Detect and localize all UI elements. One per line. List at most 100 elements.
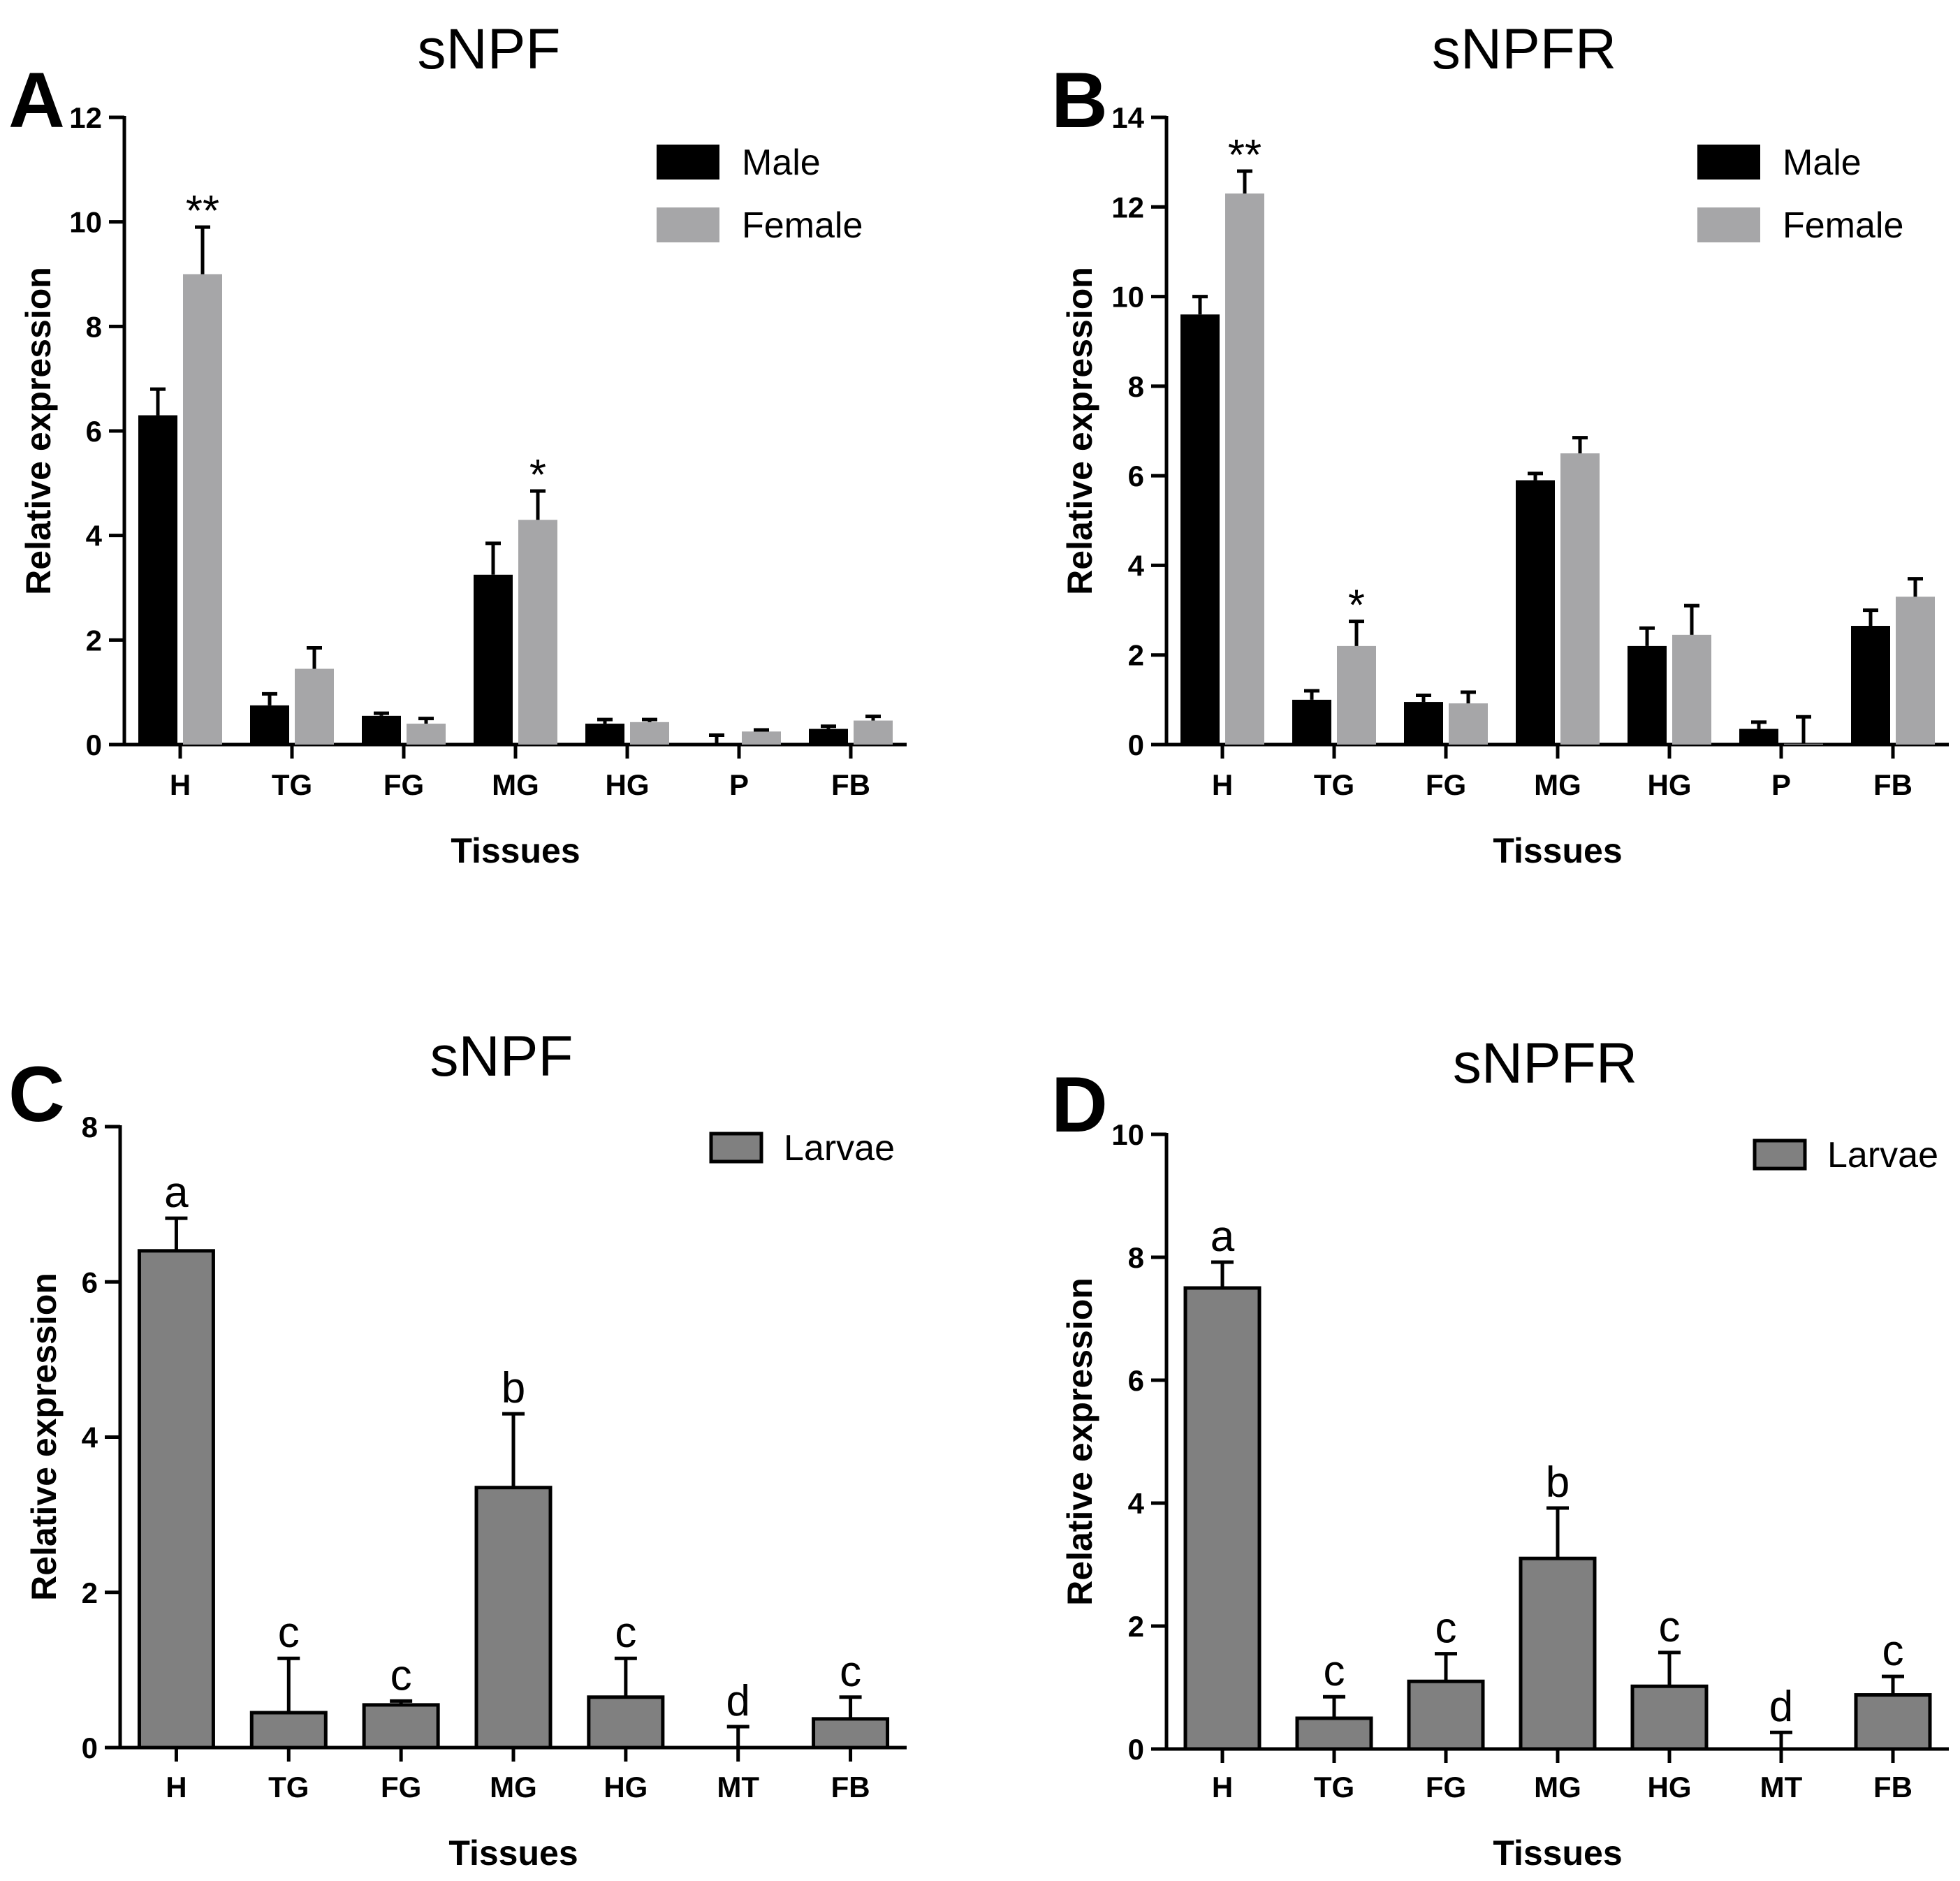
x-tick-label: FB <box>1873 768 1913 801</box>
chart-title: sNPF <box>430 1025 573 1088</box>
x-tick-label: FG <box>383 768 424 801</box>
panel-letter: A <box>8 57 65 144</box>
panel-letter: C <box>8 1051 65 1138</box>
bar-male <box>809 729 848 745</box>
x-axis-title: Tissues <box>451 831 580 870</box>
group-letter: c <box>1659 1603 1681 1651</box>
bar-male <box>1292 699 1331 745</box>
bar-larvae <box>137 1249 215 1750</box>
bar-female <box>630 722 669 745</box>
chart-title: sNPFR <box>1432 17 1616 81</box>
group-letter: c <box>278 1609 300 1657</box>
x-tick-label: P <box>729 768 749 801</box>
bar-larvae <box>1630 1684 1709 1751</box>
x-tick-label: MT <box>717 1771 759 1803</box>
legend-label: Male <box>742 142 821 183</box>
panel-d: sNPFR D 0 2 4 6 8 10 H TG FG MG HG MT FB Tissues Relativ… <box>1051 1032 1949 1873</box>
panel-letter: D <box>1051 1061 1108 1148</box>
bar-female <box>1896 596 1935 745</box>
bar-female <box>407 724 446 745</box>
x-tick-label: P <box>1771 768 1791 801</box>
x-tick-label: HG <box>606 768 650 801</box>
bar-larvae <box>812 1717 890 1750</box>
bar-larvae <box>474 1486 553 1750</box>
group-letter: c <box>1882 1627 1904 1675</box>
y-tick-label: 6 <box>1128 1364 1144 1397</box>
group-letter: b <box>1546 1458 1570 1507</box>
bar-male <box>474 574 513 745</box>
x-tick-label: MT <box>1760 1771 1803 1803</box>
bar-male <box>1851 626 1890 745</box>
bar-female <box>1337 645 1376 745</box>
y-axis-title: Relative expression <box>1060 267 1099 595</box>
x-tick-label: FB <box>831 768 870 801</box>
bar-larvae <box>1854 1693 1932 1751</box>
bar-male <box>1516 480 1555 745</box>
panel-c: sNPF C 0 2 4 6 8 H TG FG MG HG MT FB Tissues Relative e… <box>8 1025 907 1873</box>
legend-label: Female <box>1783 205 1903 246</box>
bar-larvae <box>1407 1679 1485 1751</box>
group-letter: b <box>502 1364 525 1412</box>
y-tick-label: 4 <box>1128 1487 1145 1520</box>
bar-larvae <box>1295 1716 1373 1751</box>
y-tick-label: 2 <box>1128 1610 1144 1643</box>
bar-female <box>518 520 557 745</box>
x-tick-label: FG <box>1426 768 1466 801</box>
y-tick-label: 14 <box>1111 101 1144 134</box>
y-tick-label: 4 <box>1128 549 1145 582</box>
legend-label: Female <box>742 205 863 246</box>
y-axis-title: Relative expression <box>24 1273 64 1601</box>
x-axis-title: Tissues <box>1493 1834 1622 1873</box>
x-axis-title: Tissues <box>448 1834 578 1873</box>
bar-male <box>697 742 736 745</box>
x-tick-label: H <box>1212 1771 1233 1803</box>
x-tick-label: TG <box>268 1771 309 1803</box>
y-tick-label: 0 <box>82 1732 98 1764</box>
x-tick-label: MG <box>490 1771 537 1803</box>
bar-larvae <box>1183 1286 1261 1751</box>
y-tick-label: 6 <box>1128 460 1144 492</box>
bar-female <box>1672 634 1711 745</box>
x-tick-label: HG <box>604 1771 648 1803</box>
bar-male <box>250 705 289 745</box>
group-letter: c <box>390 1651 412 1699</box>
bar-male <box>1404 702 1443 745</box>
y-tick-label: 4 <box>86 520 103 552</box>
x-tick-label: H <box>170 768 191 801</box>
x-axis-title: Tissues <box>1493 831 1622 870</box>
y-tick-label: 10 <box>69 206 102 239</box>
group-letter: c <box>615 1609 636 1657</box>
legend-label: Larvae <box>784 1128 895 1169</box>
y-tick-label: 2 <box>86 624 102 657</box>
bar-larvae <box>249 1711 328 1750</box>
group-letter: a <box>1211 1213 1235 1261</box>
y-tick-label: 12 <box>1111 191 1144 224</box>
x-tick-label: H <box>1212 768 1233 801</box>
bar-female <box>1449 703 1488 745</box>
bar-male <box>362 715 401 745</box>
chart-title: sNPFR <box>1453 1032 1637 1095</box>
x-tick-label: MG <box>1534 768 1581 801</box>
y-tick-label: 6 <box>86 415 102 448</box>
group-letter: a <box>164 1169 189 1217</box>
x-tick-label: H <box>166 1771 187 1803</box>
panel-b: sNPFR B 0 2 4 6 8 10 12 14 H TG FG MG HG P FB Tissues Rela… <box>1051 17 1949 870</box>
bar-larvae <box>1519 1556 1597 1751</box>
legend-swatch <box>709 1132 763 1164</box>
x-tick-label: MG <box>492 768 539 801</box>
y-tick-label: 0 <box>1128 1733 1144 1766</box>
x-tick-label: FB <box>831 1771 870 1803</box>
legend-swatch <box>657 145 719 180</box>
significance-marker: * <box>529 451 546 499</box>
y-tick-label: 8 <box>1128 1241 1144 1274</box>
bar-male <box>138 415 177 745</box>
bar-male <box>1180 314 1220 745</box>
y-axis-title: Relative expression <box>19 267 58 595</box>
y-tick-label: 4 <box>82 1421 98 1454</box>
y-tick-label: 2 <box>1128 639 1144 672</box>
y-tick-label: 10 <box>1111 1118 1144 1151</box>
group-letter: c <box>1324 1647 1345 1695</box>
legend-label: Larvae <box>1827 1135 1938 1176</box>
bar-male <box>585 724 624 745</box>
